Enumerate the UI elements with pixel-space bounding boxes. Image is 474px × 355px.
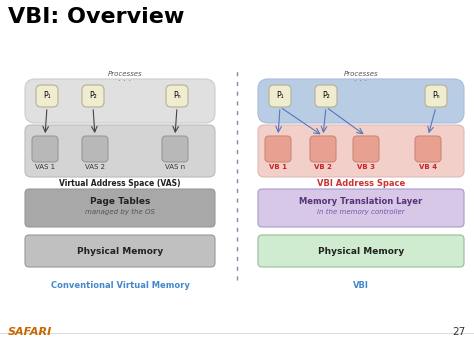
FancyBboxPatch shape bbox=[315, 85, 337, 107]
Text: SAFARI: SAFARI bbox=[8, 327, 52, 337]
FancyBboxPatch shape bbox=[82, 136, 108, 162]
Text: . . .: . . . bbox=[355, 74, 367, 83]
FancyBboxPatch shape bbox=[36, 85, 58, 107]
Text: VB 4: VB 4 bbox=[419, 164, 437, 170]
FancyBboxPatch shape bbox=[415, 136, 441, 162]
Text: VBI: Overview: VBI: Overview bbox=[8, 7, 184, 27]
FancyBboxPatch shape bbox=[25, 189, 215, 227]
FancyBboxPatch shape bbox=[265, 136, 291, 162]
Text: Pₙ: Pₙ bbox=[432, 92, 440, 100]
FancyBboxPatch shape bbox=[166, 85, 188, 107]
FancyBboxPatch shape bbox=[353, 136, 379, 162]
Text: Physical Memory: Physical Memory bbox=[77, 246, 163, 256]
Text: P₁: P₁ bbox=[276, 92, 284, 100]
Text: VAS 1: VAS 1 bbox=[35, 164, 55, 170]
Text: in the memory controller: in the memory controller bbox=[317, 209, 405, 215]
Text: managed by the OS: managed by the OS bbox=[85, 209, 155, 215]
Text: Virtual Address Space (VAS): Virtual Address Space (VAS) bbox=[59, 179, 181, 188]
Text: P₂: P₂ bbox=[89, 92, 97, 100]
FancyBboxPatch shape bbox=[162, 136, 188, 162]
Text: VB 1: VB 1 bbox=[269, 164, 287, 170]
FancyBboxPatch shape bbox=[258, 189, 464, 227]
FancyBboxPatch shape bbox=[258, 125, 464, 177]
Text: Processes: Processes bbox=[108, 71, 142, 77]
Text: Memory Translation Layer: Memory Translation Layer bbox=[300, 197, 423, 207]
Text: Page Tables: Page Tables bbox=[90, 197, 150, 207]
FancyBboxPatch shape bbox=[310, 136, 336, 162]
Text: Conventional Virtual Memory: Conventional Virtual Memory bbox=[51, 281, 190, 290]
FancyBboxPatch shape bbox=[32, 136, 58, 162]
FancyBboxPatch shape bbox=[425, 85, 447, 107]
Text: VB 3: VB 3 bbox=[357, 164, 375, 170]
FancyBboxPatch shape bbox=[25, 79, 215, 123]
FancyBboxPatch shape bbox=[82, 85, 104, 107]
Text: Physical Memory: Physical Memory bbox=[318, 246, 404, 256]
FancyBboxPatch shape bbox=[25, 235, 215, 267]
Text: VBI: VBI bbox=[353, 281, 369, 290]
Text: P₁: P₁ bbox=[43, 92, 51, 100]
FancyBboxPatch shape bbox=[258, 235, 464, 267]
FancyBboxPatch shape bbox=[258, 79, 464, 123]
Text: Pₙ: Pₙ bbox=[173, 92, 181, 100]
Text: Processes: Processes bbox=[344, 71, 378, 77]
FancyBboxPatch shape bbox=[25, 125, 215, 177]
Text: VB 2: VB 2 bbox=[314, 164, 332, 170]
Text: VAS n: VAS n bbox=[165, 164, 185, 170]
Text: VAS 2: VAS 2 bbox=[85, 164, 105, 170]
Text: . . .: . . . bbox=[118, 74, 132, 83]
Text: 27: 27 bbox=[453, 327, 466, 337]
Text: VBI Address Space: VBI Address Space bbox=[317, 179, 405, 188]
FancyBboxPatch shape bbox=[269, 85, 291, 107]
Text: P₂: P₂ bbox=[322, 92, 330, 100]
